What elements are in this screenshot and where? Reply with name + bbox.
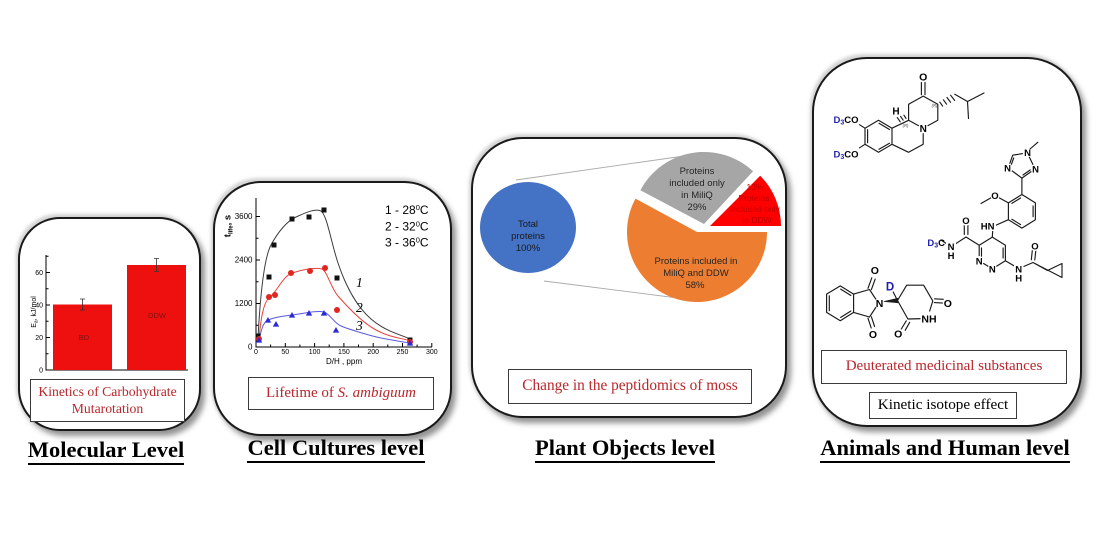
svg-text:O: O	[869, 329, 877, 341]
svg-text:2: 2	[356, 300, 363, 315]
svg-text:2 - 320C: 2 - 320C	[385, 220, 429, 234]
svg-text:proteins: proteins	[511, 231, 545, 242]
svg-text:Ea, kJ/mol: Ea, kJ/mol	[31, 296, 40, 328]
svg-text:O: O	[919, 72, 927, 84]
svg-text:0: 0	[248, 343, 253, 352]
svg-text:58%: 58%	[685, 280, 705, 291]
svg-text:0: 0	[39, 367, 43, 374]
svg-text:1: 1	[356, 275, 363, 290]
svg-text:D3CO: D3CO	[833, 150, 858, 162]
svg-text:N: N	[948, 242, 955, 253]
svg-text:40: 40	[35, 302, 43, 309]
svg-text:100%: 100%	[516, 243, 541, 254]
svg-text:200: 200	[367, 349, 379, 356]
svg-text:N: N	[1032, 164, 1039, 175]
svg-text:Proteins included in: Proteins included in	[655, 256, 738, 267]
svg-text:Proteins: Proteins	[680, 166, 715, 177]
svg-text:(R): (R)	[903, 123, 909, 128]
svg-text:50: 50	[281, 349, 289, 356]
svg-text:1 - 280C: 1 - 280C	[385, 203, 429, 217]
svg-text:100: 100	[309, 349, 321, 356]
svg-text:N: N	[989, 265, 996, 276]
svg-text:3 - 360C: 3 - 360C	[385, 236, 429, 250]
svg-text:60: 60	[35, 270, 43, 277]
svg-text:13%: 13%	[746, 182, 763, 192]
svg-text:in MiliQ: in MiliQ	[681, 190, 713, 201]
svg-text:MiliQ and DDW: MiliQ and DDW	[663, 268, 728, 279]
svg-text:O: O	[894, 329, 902, 341]
svg-text:29%: 29%	[687, 202, 707, 213]
svg-text:O: O	[962, 216, 969, 227]
svg-text:0: 0	[254, 349, 258, 356]
svg-text:O: O	[1031, 242, 1038, 253]
svg-text:20: 20	[35, 335, 43, 342]
svg-text:D3CO: D3CO	[833, 115, 858, 127]
svg-text:O: O	[944, 298, 952, 310]
svg-text:H: H	[1015, 274, 1022, 285]
svg-text:O: O	[871, 265, 879, 277]
svg-text:BD: BD	[79, 333, 90, 342]
svg-text:in DDW: in DDW	[742, 215, 771, 225]
svg-text:N: N	[1004, 163, 1011, 174]
svg-text:N: N	[920, 124, 927, 135]
svg-text:N: N	[876, 298, 884, 310]
svg-text:DDW: DDW	[148, 311, 167, 320]
svg-text:O: O	[991, 191, 998, 202]
svg-text:D3C: D3C	[927, 238, 945, 250]
svg-text:Proteins: Proteins	[738, 193, 769, 203]
svg-text:tlife, s: tlife, s	[223, 215, 235, 237]
svg-text:D: D	[886, 282, 894, 294]
svg-text:included only: included only	[730, 204, 780, 214]
svg-text:N: N	[1015, 265, 1022, 276]
svg-text:included only: included only	[669, 178, 725, 189]
svg-text:(R): (R)	[932, 103, 938, 108]
svg-text:2400: 2400	[235, 256, 253, 265]
svg-text:D/H , ppm: D/H , ppm	[326, 357, 362, 366]
svg-text:N: N	[976, 256, 983, 267]
svg-text:NH: NH	[921, 314, 936, 326]
svg-text:HN: HN	[981, 222, 995, 233]
svg-text:3600: 3600	[235, 212, 253, 221]
svg-text:3: 3	[355, 318, 363, 333]
svg-text:H: H	[948, 251, 955, 262]
svg-text:N: N	[1024, 148, 1031, 159]
svg-text:Total: Total	[518, 219, 538, 230]
svg-text:300: 300	[426, 349, 438, 356]
svg-text:250: 250	[397, 349, 409, 356]
svg-text:1200: 1200	[235, 299, 253, 308]
svg-text:H: H	[892, 107, 899, 118]
svg-text:150: 150	[338, 349, 350, 356]
